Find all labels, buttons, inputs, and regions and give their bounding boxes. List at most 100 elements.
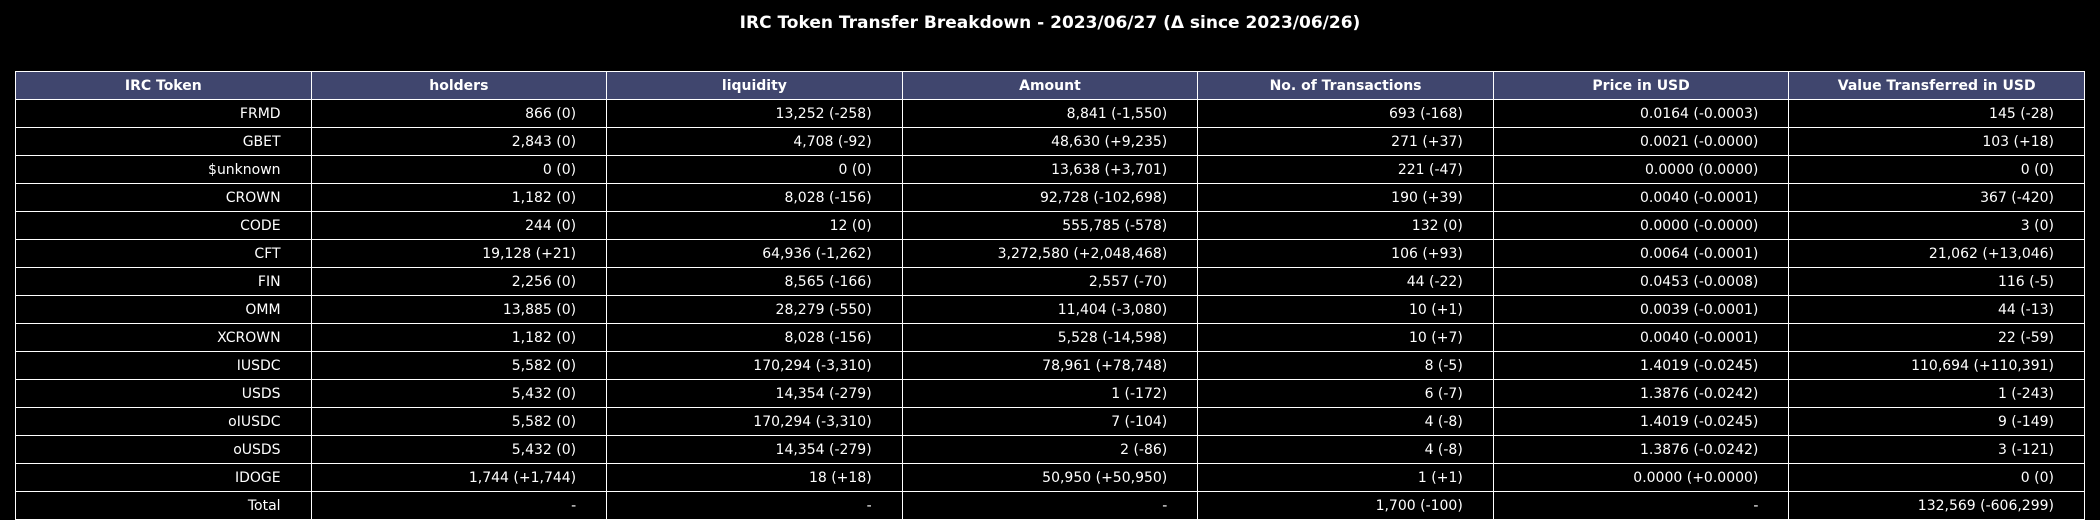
table-title: IRC Token Transfer Breakdown - 2023/06/2…	[739, 13, 1361, 33]
table-cell: 12 (0)	[606, 211, 903, 240]
table-cell: -	[606, 491, 903, 520]
table-cell: 2,843 (0)	[310, 127, 608, 156]
table-cell: 19,128 (+21)	[310, 239, 608, 268]
table-cell: 110,694 (+110,391)	[1788, 351, 2085, 380]
table-cell: 8,028 (-156)	[606, 183, 903, 212]
table-cell: 170,294 (-3,310)	[606, 351, 903, 380]
table-row: FRMD 866 (0) 13,252 (-258) 8,841 (-1,550) 69…	[15, 99, 2085, 128]
table-row: USDS 5,432 (0) 14,354 (-279) 1 (-172) 6 (-7)…	[15, 379, 2085, 408]
table-cell: 145 (-28)	[1788, 99, 2085, 128]
table-row: FIN 2,256 (0) 8,565 (-166) 2,557 (-70) 44 (-…	[15, 267, 2085, 296]
table-cell: 866 (0)	[310, 99, 608, 128]
table-cell: 5,582 (0)	[310, 407, 608, 436]
token-transfer-table: IRC Token holders liquidity Amount No. of Tr…	[15, 71, 2085, 520]
table-cell: 4 (-8)	[1197, 435, 1494, 464]
column-header: No. of Transactions	[1197, 71, 1494, 100]
table-cell: 44 (-22)	[1197, 267, 1494, 296]
table-cell: 8,028 (-156)	[606, 323, 903, 352]
table-row: Total - - -1,700 (-100) -132,569 (-606,299)	[15, 491, 2085, 520]
table-cell: 0 (0)	[606, 155, 903, 184]
table-cell: 132 (0)	[1197, 211, 1494, 240]
table-cell: 190 (+39)	[1197, 183, 1494, 212]
token-name-cell: FRMD	[15, 99, 312, 128]
table-cell: 271 (+37)	[1197, 127, 1494, 156]
table-cell: 78,961 (+78,748)	[901, 351, 1199, 380]
table-cell: 8 (-5)	[1197, 351, 1494, 380]
table-cell: 367 (-420)	[1788, 183, 2085, 212]
table-row: XCROWN 1,182 (0) 8,028 (-156) 5,528 (-14,59…	[15, 323, 2085, 352]
table-cell: 1,182 (0)	[310, 323, 608, 352]
table-cell: 10 (+1)	[1197, 295, 1494, 324]
table-row: oUSDS 5,432 (0) 14,354 (-279) 2 (-86) 4 (-8)…	[15, 435, 2085, 464]
table-cell: 2,557 (-70)	[901, 267, 1199, 296]
table-cell: 13,885 (0)	[310, 295, 608, 324]
token-name-cell: $unknown	[15, 155, 312, 184]
column-header: holders	[310, 71, 608, 100]
token-name-cell: oIUSDC	[15, 407, 312, 436]
table-cell: 8,565 (-166)	[606, 267, 903, 296]
table-cell: 0.0164 (-0.0003)	[1492, 99, 1790, 128]
table-cell: 1,700 (-100)	[1197, 491, 1494, 520]
table-cell: 10 (+7)	[1197, 323, 1494, 352]
table-cell: 5,582 (0)	[310, 351, 608, 380]
table-cell: 4 (-8)	[1197, 407, 1494, 436]
table-cell: 0.0453 (-0.0008)	[1492, 267, 1790, 296]
table-cell: 13,638 (+3,701)	[901, 155, 1199, 184]
table-cell: 13,252 (-258)	[606, 99, 903, 128]
table-cell: 11,404 (-3,080)	[901, 295, 1199, 324]
table-cell: 116 (-5)	[1788, 267, 2085, 296]
table-cell: 1,182 (0)	[310, 183, 608, 212]
table-cell: 2,256 (0)	[310, 267, 608, 296]
table-cell: 44 (-13)	[1788, 295, 2085, 324]
token-name-cell: USDS	[15, 379, 312, 408]
column-header: liquidity	[606, 71, 903, 100]
table-cell: 0 (0)	[310, 155, 608, 184]
table-cell: 28,279 (-550)	[606, 295, 903, 324]
table-cell: 0.0040 (-0.0001)	[1492, 183, 1790, 212]
table-cell: 9 (-149)	[1788, 407, 2085, 436]
table-cell: 106 (+93)	[1197, 239, 1494, 268]
table-row: CODE 244 (0) 12 (0) 555,785 (-578) 132 (0) 0.…	[15, 211, 2085, 240]
table-body: FRMD 866 (0) 13,252 (-258) 8,841 (-1,550) 69…	[15, 99, 2085, 520]
table-row: IDOGE 1,744 (+1,744) 18 (+18) 50,950 (+50,9…	[15, 463, 2085, 492]
table-cell: 64,936 (-1,262)	[606, 239, 903, 268]
table-cell: 2 (-86)	[901, 435, 1199, 464]
table-cell: 1 (+1)	[1197, 463, 1494, 492]
token-name-cell: Total	[15, 491, 312, 520]
table-cell: 1.4019 (-0.0245)	[1492, 351, 1790, 380]
table-cell: 5,528 (-14,598)	[901, 323, 1199, 352]
table-header-row: IRC Token holders liquidity Amount No. of Tr…	[15, 71, 2085, 100]
table-cell: 1,744 (+1,744)	[310, 463, 608, 492]
table-cell: 14,354 (-279)	[606, 379, 903, 408]
table-cell: 693 (-168)	[1197, 99, 1494, 128]
table-cell: -	[310, 491, 608, 520]
column-header: Value Transferred in USD	[1788, 71, 2085, 100]
table-cell: 5,432 (0)	[310, 435, 608, 464]
token-name-cell: oUSDS	[15, 435, 312, 464]
table-cell: 170,294 (-3,310)	[606, 407, 903, 436]
table-cell: 221 (-47)	[1197, 155, 1494, 184]
table-row: oIUSDC 5,582 (0) 170,294 (-3,310) 7 (-104) 4…	[15, 407, 2085, 436]
table-cell: 1 (-172)	[901, 379, 1199, 408]
table-cell: 3 (0)	[1788, 211, 2085, 240]
table-cell: 555,785 (-578)	[901, 211, 1199, 240]
token-name-cell: GBET	[15, 127, 312, 156]
table-cell: 50,950 (+50,950)	[901, 463, 1199, 492]
table-cell: 0.0000 (0.0000)	[1492, 155, 1790, 184]
table-cell: 7 (-104)	[901, 407, 1199, 436]
column-header: Price in USD	[1492, 71, 1790, 100]
table-cell: 18 (+18)	[606, 463, 903, 492]
table-cell: 1.4019 (-0.0245)	[1492, 407, 1790, 436]
token-name-cell: CODE	[15, 211, 312, 240]
token-name-cell: CFT	[15, 239, 312, 268]
table-cell: -	[901, 491, 1199, 520]
table-cell: 8,841 (-1,550)	[901, 99, 1199, 128]
token-name-cell: CROWN	[15, 183, 312, 212]
table-cell: 103 (+18)	[1788, 127, 2085, 156]
table-row: GBET 2,843 (0) 4,708 (-92) 48,630 (+9,235) 2…	[15, 127, 2085, 156]
table-cell: 1.3876 (-0.0242)	[1492, 435, 1790, 464]
table-cell: 0.0021 (-0.0000)	[1492, 127, 1790, 156]
column-header: Amount	[901, 71, 1199, 100]
table-cell: 0.0039 (-0.0001)	[1492, 295, 1790, 324]
token-name-cell: XCROWN	[15, 323, 312, 352]
